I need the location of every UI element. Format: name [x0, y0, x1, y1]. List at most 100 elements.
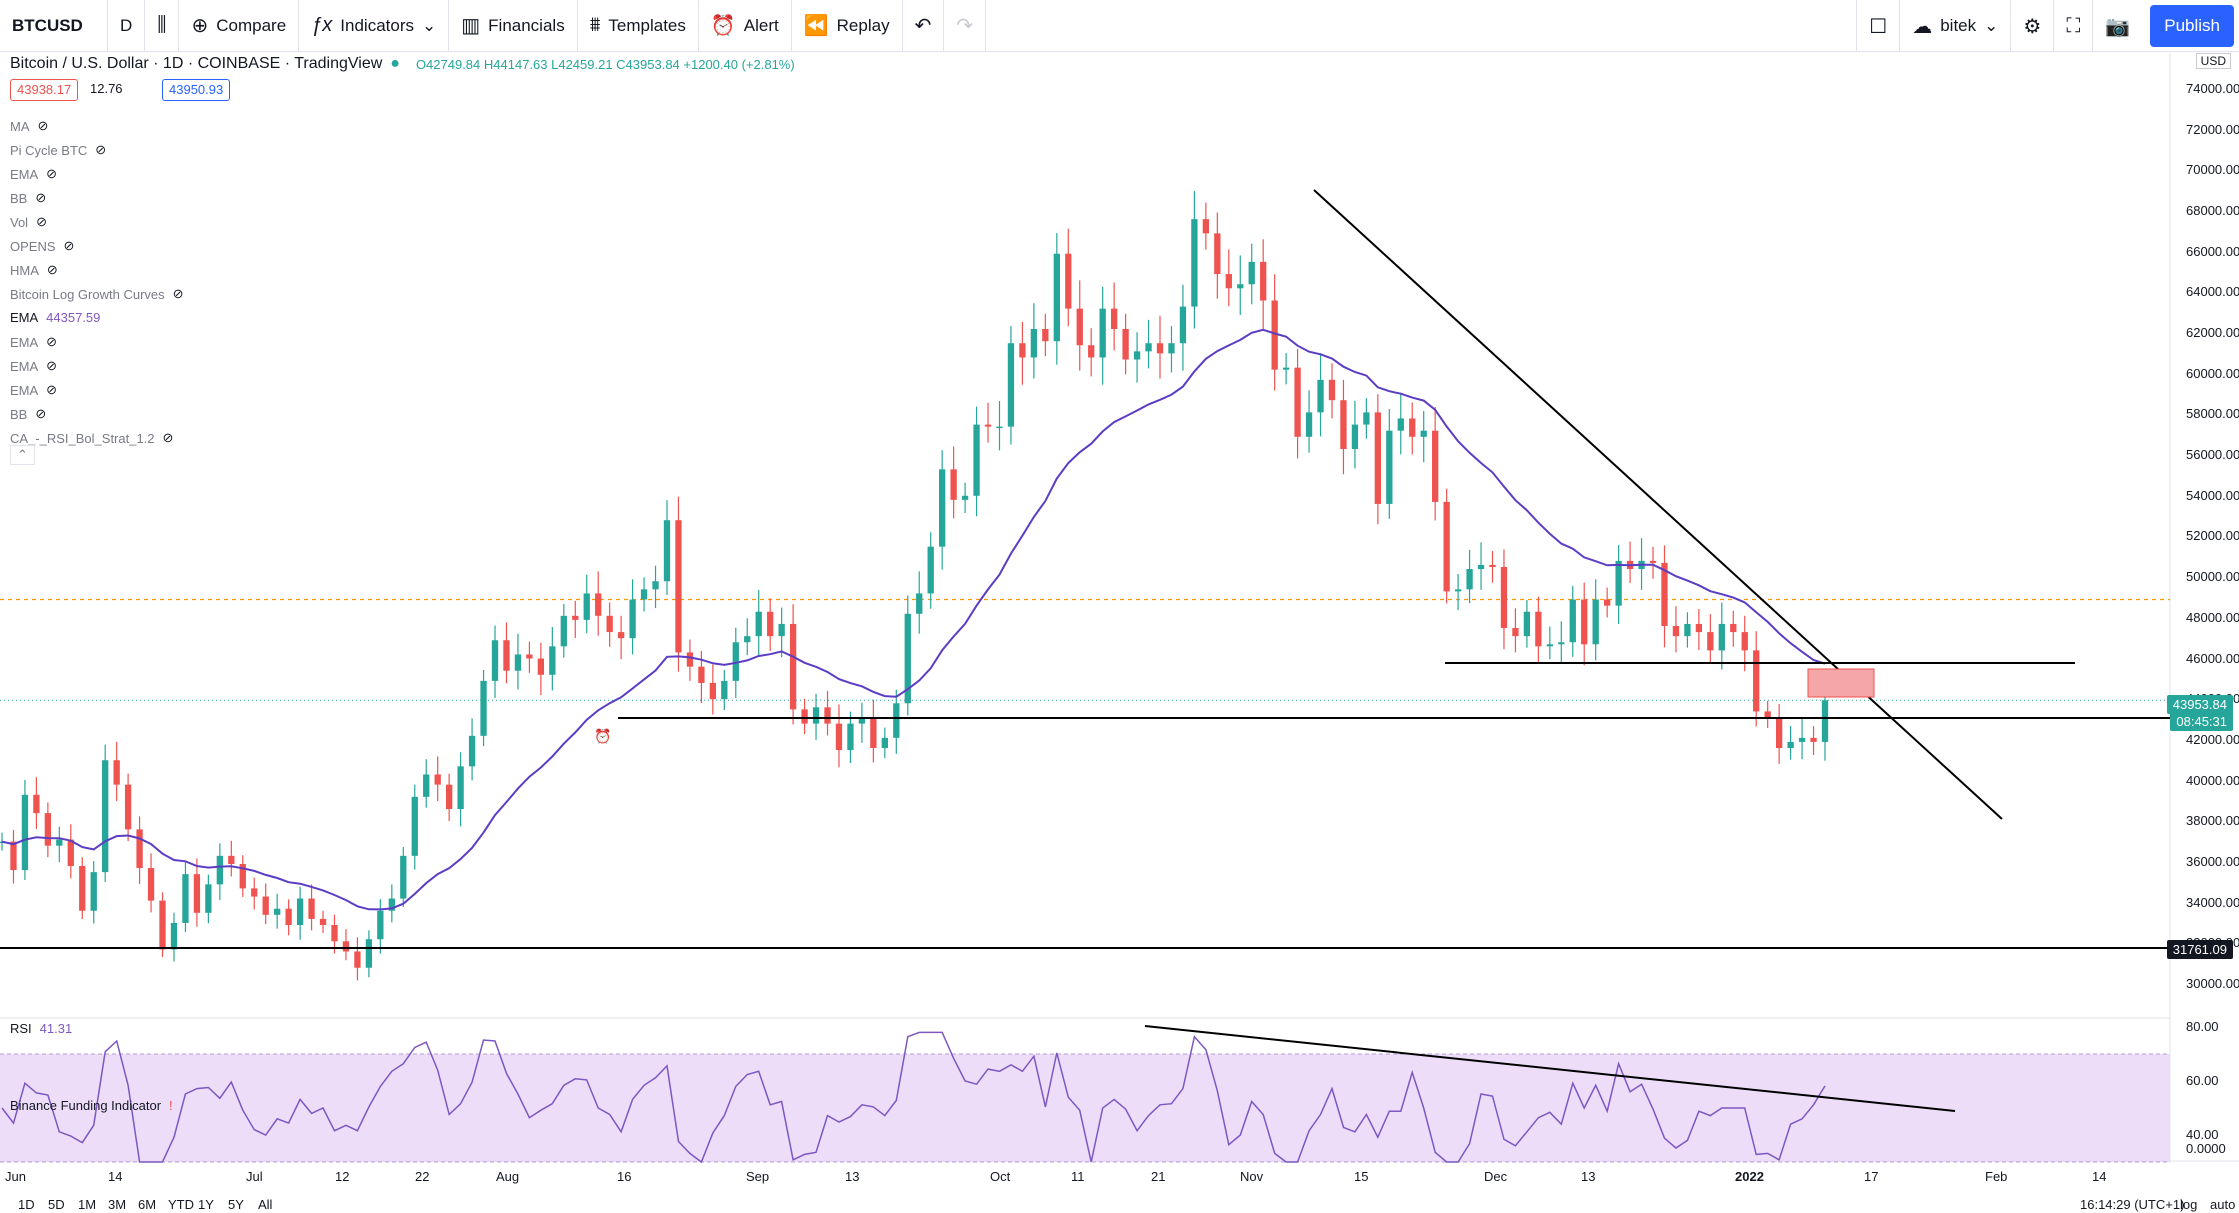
candle-body	[1695, 623, 1703, 633]
indicator-legend-item[interactable]: Vol ⊘	[10, 214, 47, 230]
chart-pane[interactable]: ⏰ Bitcoin / U.S. Dollar · 1D · COINBASE …	[0, 53, 2239, 1213]
candle-body	[1191, 219, 1198, 307]
indicator-legend-item[interactable]: EMA ⊘	[10, 334, 57, 350]
range-button[interactable]: 1D	[18, 1197, 35, 1212]
indicator-legend-item[interactable]: EMA ⊘	[10, 382, 57, 398]
range-button[interactable]: 5Y	[228, 1197, 244, 1212]
publish-button[interactable]: Publish	[2150, 5, 2234, 47]
indicator-name: CA_-_RSI_Bol_Strat_1.2	[10, 430, 155, 446]
indicator-legend-item[interactable]: HMA ⊘	[10, 262, 58, 278]
candle-body	[1340, 400, 1347, 450]
hidden-eye-icon[interactable]: ⊘	[95, 142, 107, 157]
financials-icon: ▥	[461, 15, 481, 37]
range-button[interactable]: All	[258, 1197, 273, 1212]
candle-body	[1133, 351, 1141, 360]
range-button[interactable]: 3M	[108, 1197, 127, 1212]
time-axis-label: 13	[1581, 1169, 1596, 1184]
indicator-legend-item[interactable]: EMA ⊘	[10, 166, 57, 182]
snapshot-button[interactable]: 📷	[2092, 0, 2142, 52]
indicator-legend-item[interactable]: BB ⊘	[10, 406, 46, 422]
templates-button[interactable]: ⩩ Templates	[578, 0, 699, 52]
hidden-eye-icon[interactable]: ⊘	[46, 358, 58, 373]
candle-body	[812, 707, 820, 724]
legend-collapse-button[interactable]: ⌃	[10, 445, 35, 465]
indicator-legend-item[interactable]: EMA ⊘	[10, 358, 57, 374]
indicator-legend-item[interactable]: MA ⊘	[10, 118, 48, 134]
candle-body	[1775, 717, 1783, 749]
candle-body	[1821, 700, 1829, 742]
candle-body	[354, 951, 361, 968]
candle-body	[1615, 560, 1622, 606]
indicator-legend-item[interactable]: BB ⊘	[10, 190, 46, 206]
range-button[interactable]: 5D	[48, 1197, 65, 1212]
candle-body	[1305, 412, 1313, 437]
indicators-button[interactable]: ƒx Indicators ⌄	[299, 0, 450, 52]
rsi-value: 41.31	[39, 1021, 73, 1036]
financials-button[interactable]: ▥ Financials	[449, 0, 578, 52]
hidden-eye-icon[interactable]: ⊘	[63, 238, 75, 253]
time-axis-label: 15	[1354, 1169, 1369, 1184]
range-button[interactable]: YTD	[168, 1197, 194, 1212]
chart-type-button[interactable]: ⫼	[145, 0, 180, 52]
candle-body	[1156, 343, 1164, 354]
layout-name-button[interactable]: ☁ bitek ⌄	[1899, 0, 2010, 52]
candle-body	[870, 717, 877, 749]
buy-price-box[interactable]: 43950.93	[162, 79, 231, 101]
price-chart-canvas[interactable]: ⏰	[0, 53, 2239, 1213]
indicator-legend-item[interactable]: Pi Cycle BTC ⊘	[10, 142, 106, 158]
interval-button[interactable]: D	[108, 0, 146, 52]
time-axis-label: 22	[415, 1169, 430, 1184]
hidden-eye-icon[interactable]: ⊘	[46, 166, 58, 181]
candle-body	[377, 910, 384, 940]
compare-button[interactable]: ⊕ Compare	[179, 0, 300, 52]
range-button[interactable]: 1Y	[198, 1197, 214, 1212]
candle-body	[686, 652, 694, 667]
settings-button[interactable]: ⚙	[2010, 0, 2053, 52]
layout-button[interactable]: ☐	[1856, 0, 1899, 52]
rsi-band	[0, 1054, 2170, 1162]
candle-body	[90, 872, 97, 911]
hidden-eye-icon[interactable]: ⊘	[35, 190, 47, 205]
candle-body	[652, 581, 659, 590]
sell-price-box[interactable]: 43938.17	[10, 79, 79, 101]
replay-button[interactable]: ⏪ Replay	[792, 0, 903, 52]
candle-body	[1099, 308, 1106, 358]
candle-body	[1409, 418, 1416, 437]
hidden-eye-icon[interactable]: ⊘	[37, 118, 49, 133]
alert-button[interactable]: ⏰ Alert	[699, 0, 792, 52]
indicator-legend-item[interactable]: EMA 44357.59	[10, 310, 100, 325]
indicator-name: Vol	[10, 214, 29, 230]
chevron-down-icon: ⌄	[1984, 16, 1999, 35]
hidden-eye-icon[interactable]: ⊘	[46, 262, 58, 277]
range-button[interactable]: 6M	[138, 1197, 157, 1212]
price-axis-label: 34000.00	[2186, 894, 2239, 910]
hidden-eye-icon[interactable]: ⊘	[46, 334, 58, 349]
hidden-eye-icon[interactable]: ⊘	[172, 286, 184, 301]
redo-button[interactable]: ↷	[944, 0, 987, 52]
candle-body	[262, 896, 269, 915]
candle-body	[560, 615, 567, 647]
price-axis-label: 50000.00	[2186, 569, 2239, 585]
alarm-clock-icon: ⏰	[710, 15, 736, 37]
legend-title-row: Bitcoin / U.S. Dollar · 1D · COINBASE · …	[10, 53, 795, 75]
clock-display: 16:14:29 (UTC+1)	[2080, 1197, 2185, 1212]
hidden-eye-icon[interactable]: ⊘	[46, 382, 58, 397]
log-toggle[interactable]: log	[2180, 1197, 2198, 1212]
currency-select[interactable]: USD	[2195, 53, 2231, 69]
range-button[interactable]: 1M	[78, 1197, 97, 1212]
fullscreen-button[interactable]: ⛶	[2053, 0, 2092, 52]
indicator-name: EMA	[10, 166, 39, 182]
rsi-axis-label: 60.00	[2186, 1073, 2219, 1088]
hidden-eye-icon[interactable]: ⊘	[36, 214, 47, 229]
hidden-eye-icon[interactable]: ⊘	[35, 406, 47, 421]
indicator-legend-item[interactable]: CA_-_RSI_Bol_Strat_1.2 ⊘	[10, 430, 173, 446]
hidden-eye-icon[interactable]: ⊘	[162, 430, 174, 445]
undo-button[interactable]: ↶	[903, 0, 945, 52]
replay-label: Replay	[836, 15, 890, 35]
indicator-legend-item[interactable]: Bitcoin Log Growth Curves ⊘	[10, 286, 184, 302]
auto-toggle[interactable]: auto	[2210, 1197, 2236, 1212]
indicator-legend-item[interactable]: OPENS ⊘	[10, 238, 74, 254]
symbol-search[interactable]: BTCUSD	[0, 0, 108, 52]
rsi-axis-label: 80.00	[2186, 1019, 2219, 1034]
indicator-name: EMA	[10, 382, 39, 398]
